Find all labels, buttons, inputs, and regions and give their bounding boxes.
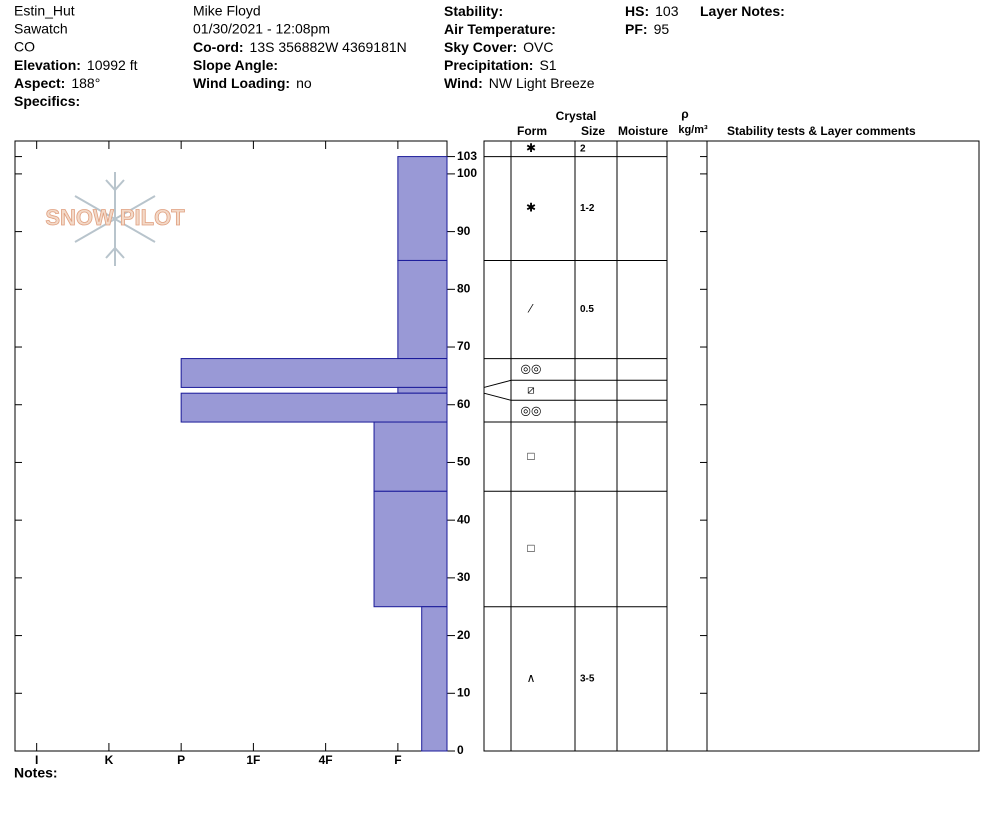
rho-header: ρ [681, 107, 688, 121]
hardness-bar [397, 386, 448, 394]
field-label: Elevation: [14, 57, 81, 73]
field-label: Sky Cover: [444, 39, 517, 55]
y-tick-label: 60 [457, 397, 471, 411]
header-field: Co-ord: 13S 356882W 4369181N [193, 39, 407, 55]
crystal-size: 2 [580, 143, 586, 154]
crystal-form: ∧ [527, 671, 536, 685]
field-label: Aspect: [14, 75, 65, 91]
y-tick-label: 40 [457, 512, 471, 526]
header-field: HS: 103 [625, 3, 679, 19]
crystal-form: ✱ [526, 141, 536, 155]
header-text: Mike Floyd [193, 3, 261, 19]
crystal-size: 1-2 [580, 203, 595, 214]
table-frame [483, 140, 980, 752]
field-value: 95 [654, 21, 670, 37]
header-field: Wind Loading: no [193, 75, 312, 91]
density-unit-header: kg/m³ [678, 124, 708, 136]
header-text: Estin_Hut [14, 3, 75, 19]
crystal-form: ◎◎ [521, 362, 542, 376]
field-value: no [296, 75, 312, 91]
header-field: Air Temperature: [444, 21, 556, 37]
hardness-bar [397, 259, 448, 360]
field-label: Wind: [444, 75, 483, 91]
hardness-bar [373, 490, 448, 608]
logo-text: SNOW PILOT [45, 205, 185, 230]
y-tick-label: 30 [457, 570, 471, 584]
y-tick-label: 103 [457, 149, 477, 163]
crystal-size: 3-5 [580, 674, 595, 685]
field-label: PF: [625, 21, 648, 37]
layer-boundary [483, 379, 667, 388]
header-field: PF: 95 [625, 21, 669, 37]
field-value: S1 [539, 57, 556, 73]
x-tick-label: 1F [246, 753, 260, 767]
x-tick-label: F [394, 753, 401, 767]
header-field: Precipitation: S1 [444, 57, 557, 73]
field-label: Wind Loading: [193, 75, 290, 91]
y-tick-label: 20 [457, 628, 471, 642]
field-value: NW Light Breeze [489, 75, 595, 91]
y-tick-label: 90 [457, 224, 471, 238]
crystal-form: ⧄ [527, 382, 535, 396]
header-field: Wind: NW Light Breeze [444, 75, 595, 91]
header-field: Layer Notes: [700, 3, 785, 19]
field-label: Precipitation: [444, 57, 533, 73]
field-label: Stability: [444, 3, 503, 19]
moisture-header: Moisture [618, 124, 668, 138]
crystal-header: Crystal [556, 109, 597, 123]
y-tick-label: 80 [457, 281, 471, 295]
x-tick-label: 4F [319, 753, 333, 767]
crystal-form: ⁄ [527, 302, 534, 316]
header-field: Sky Cover: OVC [444, 39, 554, 55]
crystal-form: ◎◎ [521, 403, 542, 417]
field-value: OVC [523, 39, 553, 55]
header-field: Elevation: 10992 ft [14, 57, 138, 73]
logo [74, 172, 156, 266]
y-tick-label: 10 [457, 685, 471, 699]
field-value: 188° [71, 75, 100, 91]
crystal-form: □ [527, 449, 534, 463]
y-tick-label: 0 [457, 743, 464, 757]
field-value: 10992 ft [87, 57, 138, 73]
table-columns [510, 141, 708, 751]
crystal-size: 0.5 [580, 304, 594, 315]
y-tick-label: 70 [457, 339, 471, 353]
header-text: CO [14, 39, 35, 55]
y-tick-label: 100 [457, 166, 477, 180]
x-tick-label: K [105, 753, 114, 767]
hardness-bar [421, 606, 448, 752]
field-label: HS: [625, 3, 649, 19]
crystal-form: □ [527, 541, 534, 555]
layer-boundary [483, 392, 667, 401]
x-tick-label: I [35, 753, 38, 767]
hardness-bar [180, 392, 448, 423]
notes-label: Notes: [14, 765, 58, 781]
field-label: Layer Notes: [700, 3, 785, 19]
field-value: 13S 356882W 4369181N [250, 39, 407, 55]
hardness-bar [180, 358, 448, 388]
form-header: Form [517, 124, 547, 138]
field-label: Co-ord: [193, 39, 244, 55]
header-field: Slope Angle: [193, 57, 278, 73]
field-label: Air Temperature: [444, 21, 556, 37]
field-value: 103 [655, 3, 679, 19]
crystal-form: ✱ [526, 201, 536, 215]
y-tick-label: 50 [457, 455, 471, 469]
x-tick-label: P [177, 753, 185, 767]
comments-header: Stability tests & Layer comments [727, 124, 916, 138]
header-field: Specifics: [14, 93, 80, 109]
field-label: Specifics: [14, 93, 80, 109]
hardness-bar [373, 421, 448, 492]
header-field: Stability: [444, 3, 503, 19]
field-label: Slope Angle: [193, 57, 278, 73]
header-text: 01/30/2021 - 12:08pm [193, 21, 330, 37]
header-field: Aspect: 188° [14, 75, 100, 91]
hardness-bar [397, 156, 448, 261]
header-text: Sawatch [14, 21, 68, 37]
size-header: Size [581, 124, 605, 138]
